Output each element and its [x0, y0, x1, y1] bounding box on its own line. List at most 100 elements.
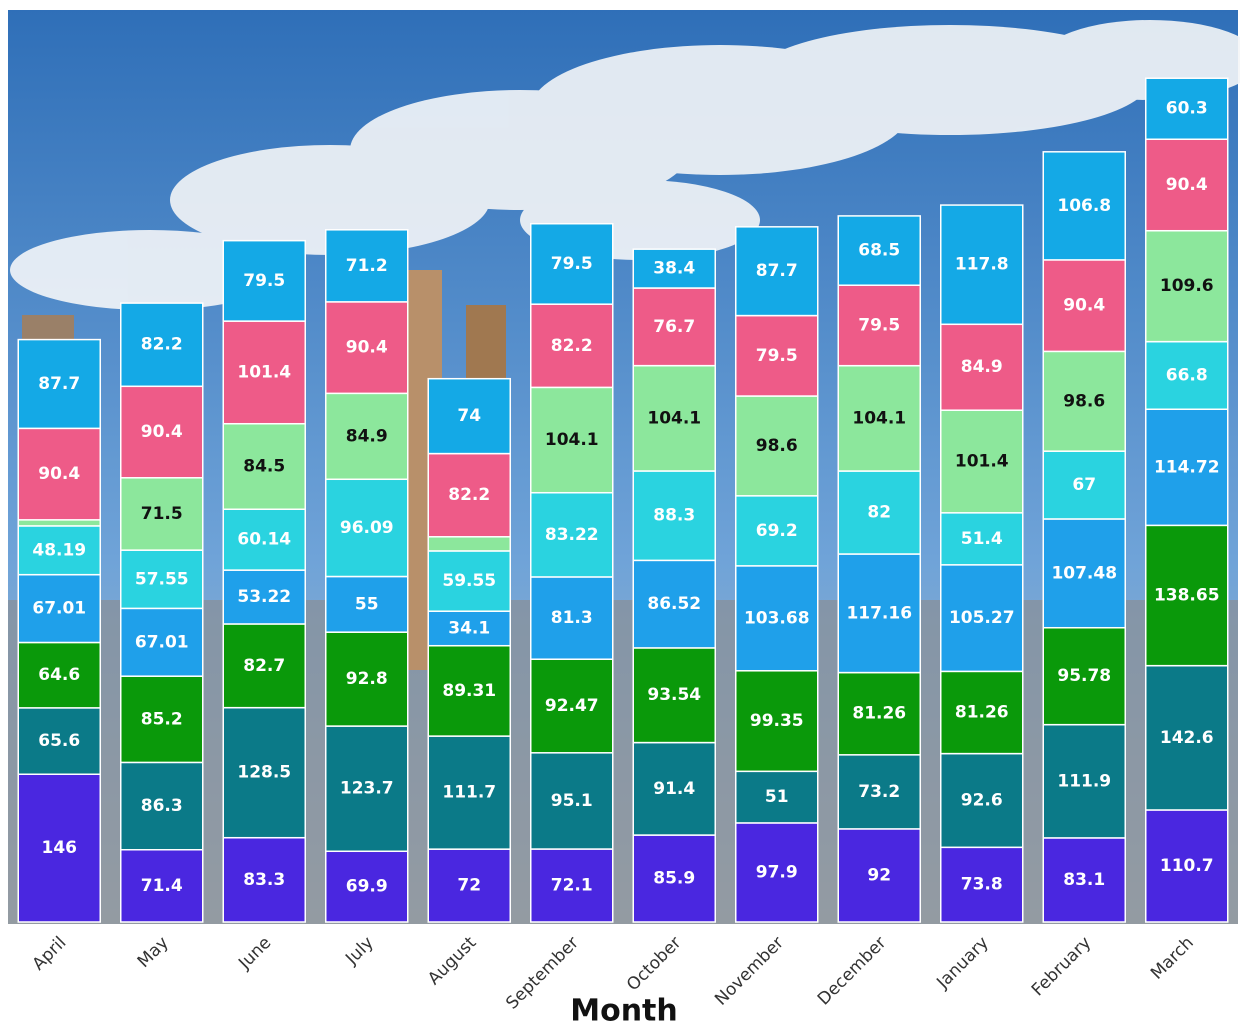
data-label: 82.2	[141, 335, 183, 355]
bar-segment	[940, 323, 1024, 411]
data-label: 117.8	[955, 255, 1009, 275]
bar-segment	[837, 470, 921, 555]
bar-segment	[632, 647, 716, 744]
bar-segment	[17, 519, 101, 527]
data-label: 85.2	[141, 709, 183, 729]
bar-segment	[1145, 524, 1229, 667]
data-label: 51.4	[961, 529, 1003, 549]
data-label: 68.5	[858, 241, 900, 261]
data-label: 84.9	[346, 426, 388, 446]
bar-segment	[17, 641, 101, 709]
bar-segment	[325, 631, 409, 727]
data-label: 76.7	[653, 317, 695, 337]
data-label: 71.4	[141, 876, 183, 896]
data-label: 69.9	[346, 877, 388, 897]
data-label: 38.4	[653, 259, 695, 279]
data-label: 101.4	[237, 362, 291, 382]
bar-segment	[120, 761, 204, 851]
bar-segment	[427, 377, 511, 455]
data-label: 98.6	[1063, 391, 1105, 411]
bar-segment	[940, 670, 1024, 755]
bar-segment	[325, 575, 409, 633]
data-label: 89.31	[442, 681, 496, 701]
bar-segment	[735, 822, 819, 923]
bar-segment	[632, 248, 716, 289]
data-label: 92.47	[545, 696, 599, 716]
data-label: 110.7	[1160, 856, 1214, 876]
data-label: 90.4	[346, 338, 388, 358]
data-label: 97.9	[756, 862, 798, 882]
data-label: 59.55	[442, 571, 496, 591]
bar-segment	[325, 301, 409, 395]
bar-segment	[632, 364, 716, 472]
data-label: 65.6	[38, 731, 80, 751]
data-label: 104.1	[852, 408, 906, 428]
bar-segment	[120, 385, 204, 479]
data-label: 81.3	[551, 608, 593, 628]
bar-segment	[1042, 350, 1126, 452]
data-label: 96.09	[340, 518, 394, 538]
bar-segment	[120, 549, 204, 610]
data-label: 95.1	[551, 791, 593, 811]
data-label: 82.7	[243, 656, 285, 676]
bar-segment	[837, 553, 921, 674]
data-label: 34.1	[448, 618, 490, 638]
bar-segment	[735, 226, 819, 317]
x-tick-label: February	[1028, 933, 1095, 1000]
bar-segment	[735, 770, 819, 824]
data-label: 60.3	[1166, 99, 1208, 119]
bar-segment	[1042, 259, 1126, 353]
x-tick-label: May	[134, 933, 173, 972]
bar-segment	[837, 754, 921, 830]
bar-segment	[427, 848, 511, 923]
data-label: 90.4	[1166, 175, 1208, 195]
data-label: 93.54	[647, 685, 701, 705]
data-label: 85.9	[653, 869, 695, 889]
data-label: 66.8	[1166, 365, 1208, 385]
bar-segment	[325, 478, 409, 578]
x-tick-label: December	[814, 933, 890, 1009]
x-tick-label: March	[1147, 933, 1198, 984]
x-tick-label: August	[424, 933, 480, 989]
data-label: 138.65	[1154, 586, 1220, 606]
data-label: 111.7	[442, 783, 496, 803]
data-label: 48.19	[32, 540, 86, 560]
bar-segment	[120, 675, 204, 764]
data-label: 81.26	[852, 704, 906, 724]
bar-segment	[735, 670, 819, 773]
bar-segment	[1042, 450, 1126, 520]
bar-segment	[530, 303, 614, 389]
data-label: 60.14	[237, 530, 291, 550]
data-label: 106.8	[1057, 196, 1111, 216]
bar-segment	[120, 302, 204, 388]
bar-segment	[120, 848, 204, 923]
bar-segment	[940, 752, 1024, 849]
data-label: 117.16	[846, 603, 912, 623]
bar-segment	[530, 576, 614, 660]
data-label: 82	[867, 503, 891, 523]
bar-segment	[325, 229, 409, 303]
data-label: 79.5	[551, 254, 593, 274]
data-label: 84.5	[243, 456, 285, 476]
bar-segment	[1042, 151, 1126, 261]
data-label: 57.55	[135, 569, 189, 589]
data-label: 128.5	[237, 763, 291, 783]
data-label: 146	[42, 838, 78, 858]
bar-segment	[530, 491, 614, 578]
x-tick-label: July	[341, 933, 377, 969]
bar-segment	[222, 836, 306, 923]
bar-segment	[735, 495, 819, 567]
data-label: 92.8	[346, 669, 388, 689]
bar-segment	[735, 565, 819, 672]
bar-segment	[1042, 626, 1126, 726]
data-label: 86.3	[141, 796, 183, 816]
x-tick-label: October	[623, 933, 685, 995]
background	[8, 10, 1240, 924]
data-label: 53.22	[237, 587, 291, 607]
data-label: 71.5	[141, 504, 183, 524]
data-label: 101.4	[955, 452, 1009, 472]
data-label: 82.2	[551, 336, 593, 356]
bar-segment	[1145, 340, 1229, 410]
data-label: 109.6	[1160, 276, 1214, 296]
